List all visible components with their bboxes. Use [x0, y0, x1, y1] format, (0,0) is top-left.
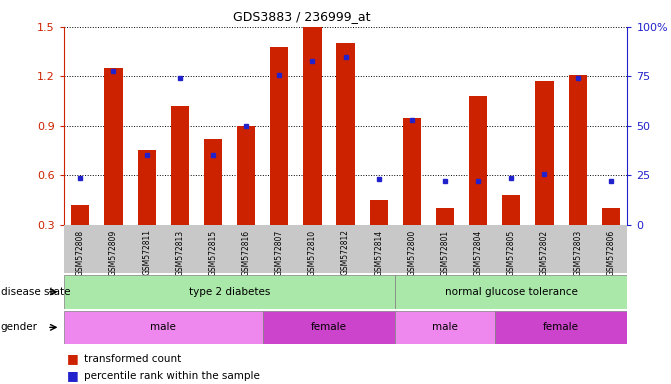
Text: GSM572804: GSM572804: [474, 230, 482, 276]
Text: gender: gender: [1, 322, 38, 333]
Bar: [64, 311, 262, 344]
Text: female: female: [543, 322, 579, 333]
Text: GSM572815: GSM572815: [209, 230, 217, 276]
Bar: [495, 311, 627, 344]
Text: male: male: [432, 322, 458, 333]
Text: GSM572809: GSM572809: [109, 230, 118, 276]
Text: GSM572803: GSM572803: [573, 230, 582, 276]
Bar: [170, 106, 189, 225]
Bar: [138, 151, 156, 225]
Text: disease state: disease state: [1, 287, 70, 297]
Bar: [395, 311, 495, 344]
Text: GSM572810: GSM572810: [308, 230, 317, 276]
Bar: [602, 208, 620, 225]
Text: type 2 diabetes: type 2 diabetes: [189, 287, 270, 297]
Text: ■: ■: [67, 353, 79, 366]
Text: GSM572802: GSM572802: [540, 230, 549, 276]
Bar: [568, 74, 586, 225]
Bar: [535, 81, 554, 225]
Text: GDS3883 / 236999_at: GDS3883 / 236999_at: [234, 10, 370, 23]
Bar: [303, 27, 321, 225]
Bar: [204, 139, 222, 225]
Text: percentile rank within the sample: percentile rank within the sample: [84, 371, 260, 381]
Bar: [370, 200, 388, 225]
Text: GSM572807: GSM572807: [274, 230, 284, 276]
Text: GSM572813: GSM572813: [175, 230, 185, 276]
Bar: [336, 43, 355, 225]
Bar: [395, 275, 627, 309]
Text: transformed count: transformed count: [84, 354, 181, 364]
Bar: [502, 195, 521, 225]
Text: female: female: [311, 322, 347, 333]
Text: GSM572806: GSM572806: [607, 230, 615, 276]
Bar: [237, 126, 255, 225]
Text: normal glucose tolerance: normal glucose tolerance: [445, 287, 578, 297]
Text: male: male: [150, 322, 176, 333]
Bar: [436, 208, 454, 225]
Text: GSM572800: GSM572800: [407, 230, 417, 276]
Text: GSM572811: GSM572811: [142, 230, 151, 275]
Text: GSM572812: GSM572812: [341, 230, 350, 275]
Bar: [403, 118, 421, 225]
Bar: [64, 275, 395, 309]
Bar: [262, 311, 395, 344]
Text: GSM572814: GSM572814: [374, 230, 383, 276]
Bar: [71, 205, 89, 225]
Bar: [105, 68, 123, 225]
Text: GSM572816: GSM572816: [242, 230, 250, 276]
Bar: [469, 96, 487, 225]
Text: GSM572808: GSM572808: [76, 230, 85, 276]
Text: GSM572805: GSM572805: [507, 230, 516, 276]
Bar: [270, 47, 289, 225]
Text: GSM572801: GSM572801: [441, 230, 450, 276]
Text: ■: ■: [67, 369, 79, 382]
